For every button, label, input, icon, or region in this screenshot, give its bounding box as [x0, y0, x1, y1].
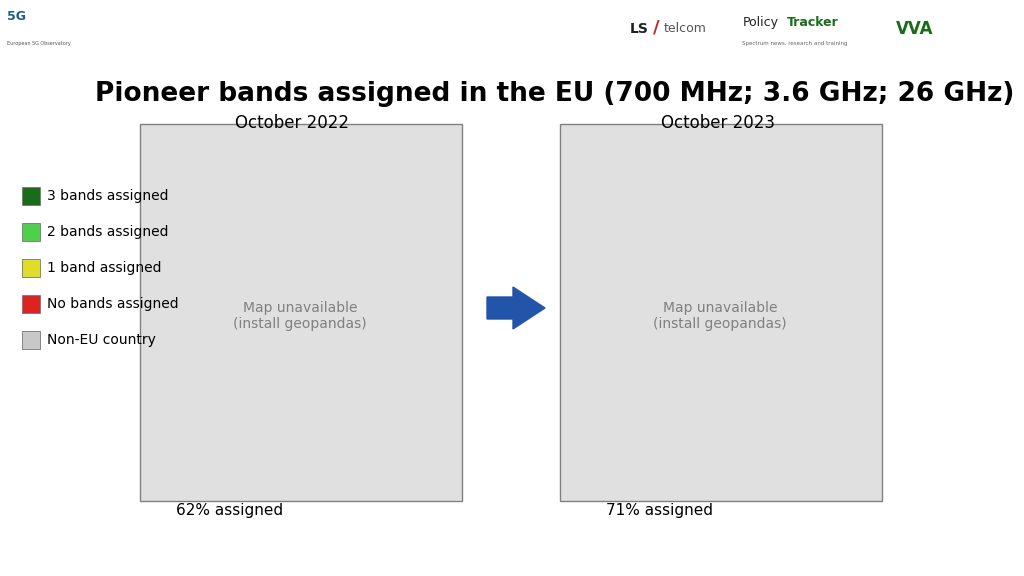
Text: 2 bands assigned: 2 bands assigned: [47, 225, 169, 239]
Text: 62% assigned: 62% assigned: [176, 503, 284, 518]
Text: No bands assigned: No bands assigned: [47, 297, 178, 311]
Text: VVA: VVA: [896, 20, 934, 38]
Text: Recent developments: Spectrum policy: Recent developments: Spectrum policy: [143, 21, 541, 39]
Bar: [22, 331, 40, 349]
Text: October 2022: October 2022: [234, 114, 349, 132]
Bar: [22, 223, 40, 241]
Text: Non-EU country: Non-EU country: [47, 333, 156, 347]
Bar: [22, 295, 40, 313]
Text: Pioneer bands assigned in the EU (700 MHz; 3.6 GHz; 26 GHz): Pioneer bands assigned in the EU (700 MH…: [95, 81, 1015, 107]
Text: 3 bands assigned: 3 bands assigned: [47, 189, 169, 203]
Bar: [140, 124, 462, 501]
FancyArrow shape: [487, 287, 545, 329]
Text: European 5G Observatory: European 5G Observatory: [7, 41, 71, 46]
Text: telcom: telcom: [664, 22, 707, 35]
Text: Map unavailable
(install geopandas): Map unavailable (install geopandas): [233, 301, 367, 331]
Bar: [560, 124, 882, 501]
Bar: [22, 187, 40, 205]
Text: 1 band assigned: 1 band assigned: [47, 261, 162, 275]
FancyBboxPatch shape: [0, 3, 120, 57]
Text: Tracker: Tracker: [786, 16, 839, 29]
Bar: [22, 259, 40, 277]
Text: 5G: 5G: [7, 10, 27, 23]
Text: October 2023: October 2023: [662, 114, 775, 132]
Text: Map unavailable
(install geopandas): Map unavailable (install geopandas): [653, 301, 786, 331]
Text: 71% assigned: 71% assigned: [606, 503, 714, 518]
Text: Spectrum news, research and training: Spectrum news, research and training: [742, 41, 848, 46]
Text: /: /: [653, 18, 659, 36]
Text: LS: LS: [630, 22, 648, 36]
Text: Policy: Policy: [742, 16, 778, 29]
